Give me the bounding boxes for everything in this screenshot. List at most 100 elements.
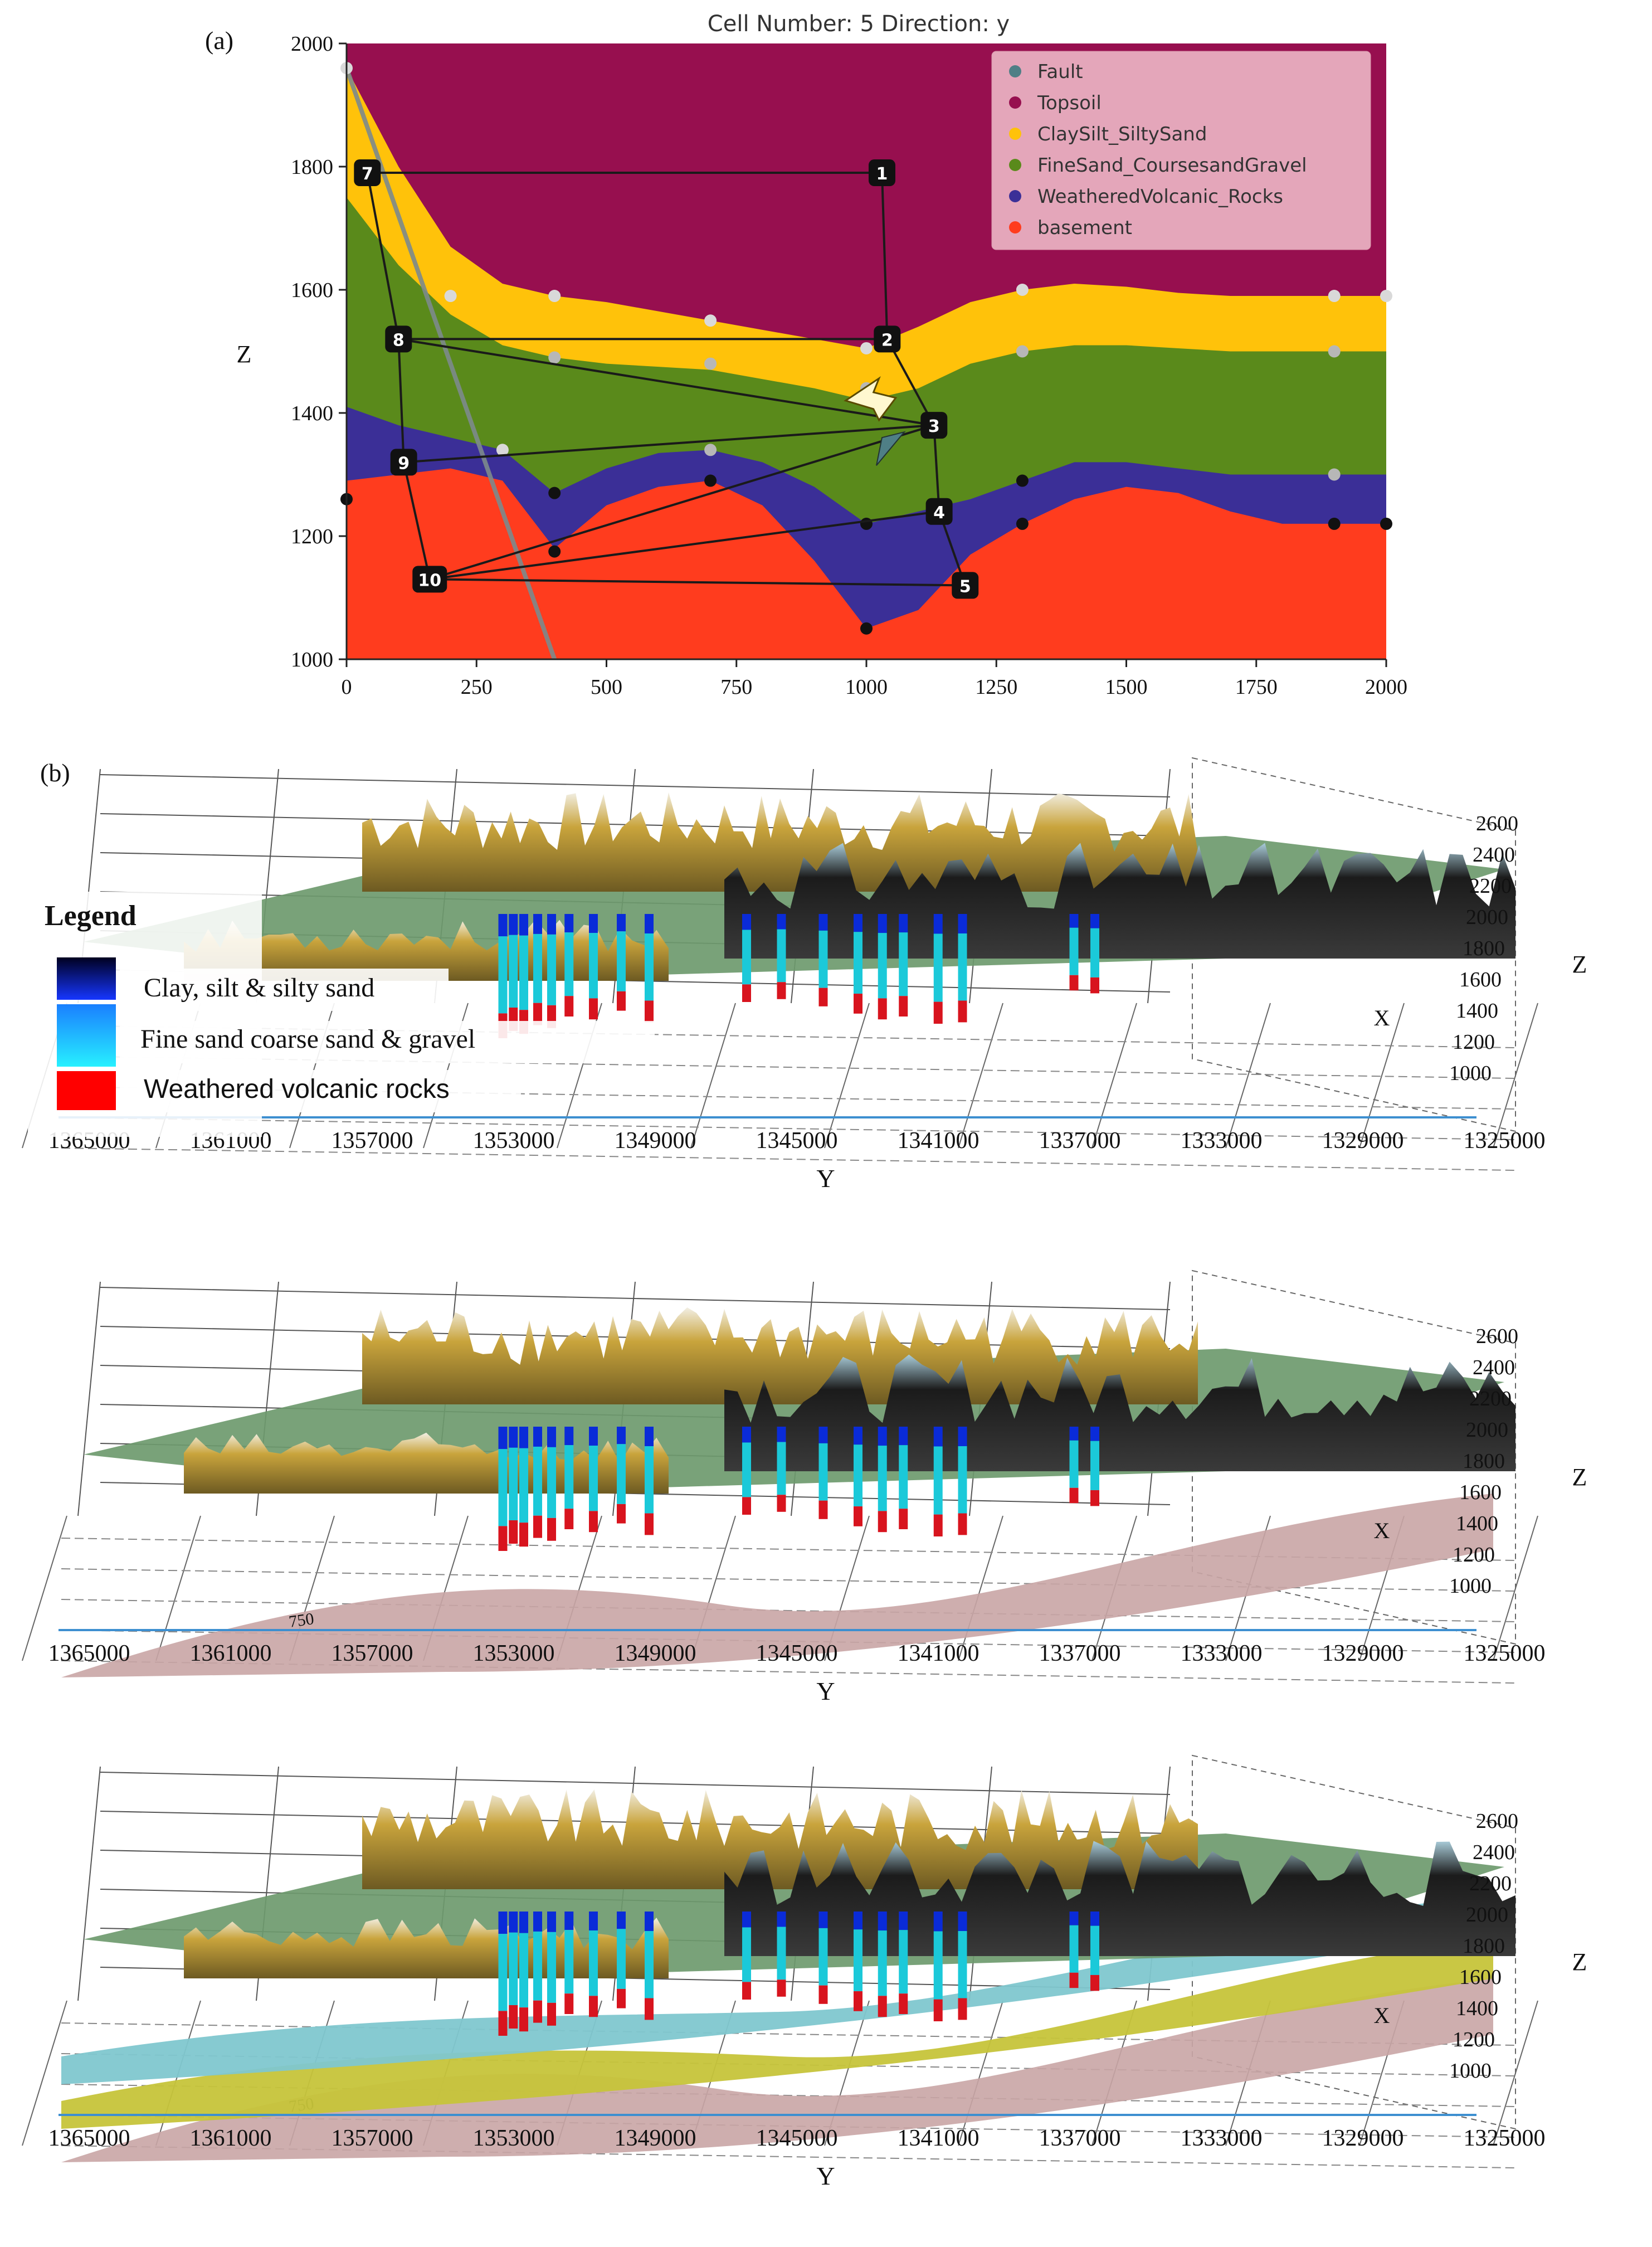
- surface-point: [1016, 284, 1029, 296]
- borehole: [519, 1912, 528, 2032]
- path-node-box: [920, 412, 948, 439]
- z-tick-label: 2400: [1473, 1356, 1515, 1379]
- borehole-volcanic-segment: [878, 998, 887, 1020]
- z-tick-label: 1200: [1453, 1030, 1495, 1054]
- grid-line: [100, 774, 1171, 797]
- y-tick-label: 1349000: [615, 2126, 696, 2151]
- borehole: [878, 914, 887, 1020]
- borehole: [777, 1912, 786, 1997]
- y-axis-label: Z: [237, 341, 252, 368]
- z-tick-label: 1200: [1453, 1543, 1495, 1567]
- path-edge: [880, 172, 889, 339]
- borehole-sand-segment: [533, 933, 542, 1003]
- borehole-sand-segment: [519, 1448, 528, 1523]
- borehole-sand-segment: [498, 936, 508, 1014]
- z-tick-label: 2200: [1469, 1872, 1512, 1895]
- borehole-volcanic-segment: [777, 1979, 786, 1997]
- borehole-volcanic-segment: [645, 1000, 654, 1023]
- borehole-volcanic-segment: [899, 996, 908, 1016]
- y-tick-label: 1345000: [756, 2126, 838, 2151]
- borehole-clay-segment: [1069, 914, 1079, 928]
- borehole-clay-segment: [617, 914, 626, 932]
- floor-grid-line: [22, 2000, 67, 2146]
- borehole-sand-segment: [777, 1442, 786, 1495]
- borehole: [509, 1912, 518, 2029]
- y-tick-label: 1333000: [1181, 1641, 1263, 1666]
- y-tick-label: 1325000: [1464, 2126, 1546, 2151]
- borehole-volcanic-segment: [519, 2007, 528, 2032]
- legend-item-clay: Clay, silt & silty sand: [144, 973, 374, 1003]
- borehole-sand-segment: [878, 1930, 887, 1996]
- borehole-clay-segment: [645, 1912, 654, 1931]
- z-tick-label: 1800: [1463, 1934, 1505, 1958]
- borehole: [547, 1912, 556, 2026]
- path-edge: [429, 424, 934, 581]
- z-axis-label: Z: [1572, 951, 1587, 978]
- borehole-sand-segment: [564, 1445, 574, 1509]
- borehole-clay-segment: [777, 1912, 786, 1927]
- borehole-clay-segment: [564, 914, 574, 933]
- basement-surface: [61, 1494, 1493, 1677]
- x-axis-side-label: X: [1374, 2003, 1390, 2028]
- y-tick-label: 1345000: [756, 1128, 838, 1154]
- borehole: [1069, 914, 1079, 991]
- y-tick-label: 1341000: [898, 1128, 979, 1154]
- z-tick-label: 1600: [1459, 1481, 1502, 1504]
- z-tick-label: 2000: [1466, 906, 1508, 929]
- fault-marker-icon: [876, 431, 906, 466]
- borehole-clay-segment: [547, 1427, 556, 1447]
- borehole-volcanic-segment: [742, 984, 751, 1002]
- path-edge: [366, 172, 400, 339]
- layer-basement: [347, 468, 1386, 659]
- borehole-sand-segment: [617, 1929, 626, 1989]
- grid-line: [77, 1766, 101, 2001]
- borehole: [498, 1427, 508, 1551]
- borehole-volcanic-segment: [958, 1000, 967, 1023]
- y-tick-label: 1800: [291, 155, 333, 179]
- surface-point: [704, 314, 717, 327]
- borehole: [617, 1427, 626, 1524]
- y-tick-label: 1349000: [615, 1641, 696, 1666]
- borehole-sand-segment: [854, 1444, 862, 1507]
- borehole-clay-segment: [878, 1427, 887, 1446]
- borehole-sand-segment: [742, 1927, 751, 1982]
- legend-item-volcanic: Weathered volcanic rocks: [144, 1074, 450, 1104]
- contact-point: [548, 487, 561, 499]
- borehole-volcanic-segment: [818, 1500, 828, 1519]
- borehole-clay-segment: [818, 1912, 828, 1928]
- fault-line: [344, 67, 557, 660]
- borehole: [519, 914, 528, 1034]
- path-edge: [398, 338, 934, 427]
- borehole-clay-segment: [899, 1427, 908, 1446]
- borehole: [589, 914, 598, 1020]
- surface-point: [496, 444, 509, 456]
- borehole: [617, 1912, 626, 2008]
- borehole-sand-segment: [645, 1930, 654, 1998]
- borehole-volcanic-segment: [958, 1998, 967, 2020]
- y-tick-label: 1361000: [190, 1641, 272, 1666]
- borehole: [958, 1427, 967, 1535]
- borehole-sand-segment: [533, 1931, 542, 2001]
- y-tick-label: 1333000: [1181, 2126, 1263, 2151]
- borehole: [519, 1427, 528, 1547]
- borehole-clay-segment: [777, 914, 786, 930]
- borehole: [589, 1912, 598, 2017]
- contact-point: [548, 545, 561, 558]
- y-tick-label: 1200: [291, 525, 333, 548]
- borehole: [547, 1427, 556, 1541]
- borehole: [818, 1912, 828, 2004]
- x-tick-label: 1750: [1235, 675, 1278, 699]
- x-axis-side-label: X: [1374, 1518, 1390, 1543]
- floor-grid-line: [1359, 1003, 1405, 1149]
- surface-point: [1380, 290, 1392, 303]
- borehole: [617, 914, 626, 1011]
- borehole-sand-segment: [933, 1931, 943, 2000]
- z-tick-label: 1000: [1449, 1574, 1492, 1598]
- borehole-sand-segment: [818, 930, 828, 988]
- y-tick-label: 2000: [291, 32, 333, 56]
- borehole-clay-segment: [547, 1912, 556, 1932]
- borehole: [958, 914, 967, 1023]
- borehole-volcanic-segment: [854, 1991, 862, 2011]
- contact-point: [1328, 468, 1341, 481]
- borehole: [777, 914, 786, 999]
